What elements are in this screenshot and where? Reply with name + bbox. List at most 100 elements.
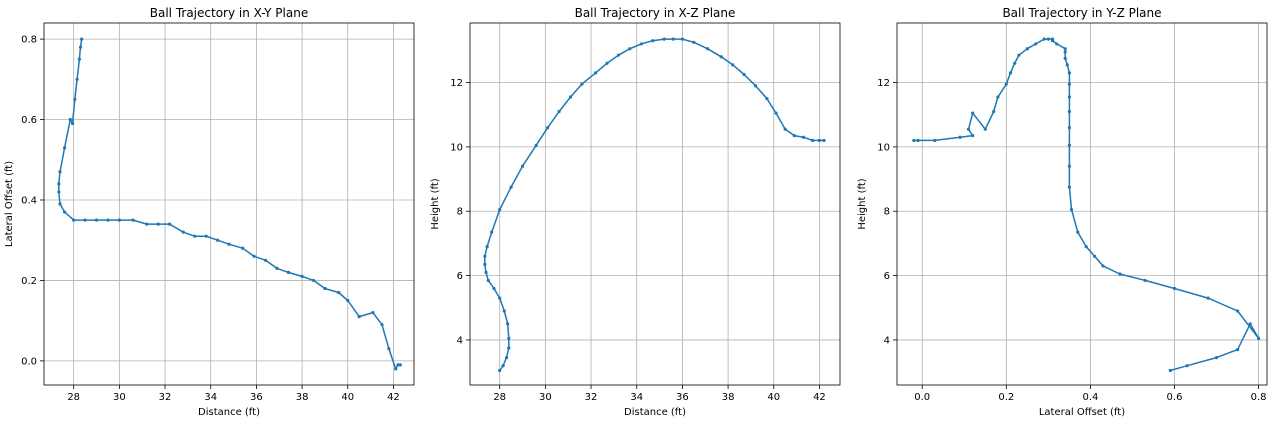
data-point (204, 234, 208, 238)
data-point (168, 222, 172, 226)
axes-frame (896, 22, 1268, 386)
data-point (73, 97, 77, 102)
data-point (227, 242, 231, 246)
data-point (1206, 296, 1210, 300)
data-point (398, 363, 402, 367)
x-tick-label: 32 (585, 392, 598, 403)
x-tick-label: 30 (539, 392, 552, 403)
y-tick-label: 0.6 (21, 115, 37, 126)
data-point (346, 298, 350, 303)
data-point (1055, 42, 1059, 46)
data-point (57, 182, 61, 186)
data-point (492, 286, 496, 291)
data-point (1185, 364, 1189, 368)
data-point (966, 127, 971, 131)
data-point (765, 97, 769, 101)
y-tick-label: 4 (457, 335, 463, 346)
y-tick-label: 4 (884, 335, 890, 346)
data-point (1143, 278, 1147, 283)
data-point (651, 39, 655, 43)
data-point (1256, 336, 1261, 340)
x-tick-label: 42 (813, 392, 826, 403)
data-point (534, 143, 538, 147)
data-point (1008, 71, 1013, 75)
x-tick-label: 36 (676, 392, 689, 403)
data-point (483, 254, 487, 258)
data-point (83, 218, 87, 222)
y-tick-label: 12 (877, 78, 890, 89)
y-axis-label: Lateral Offset (ft) (4, 161, 15, 247)
data-point (1025, 47, 1029, 51)
data-point (1067, 71, 1071, 75)
data-point (241, 246, 245, 250)
data-point (671, 37, 675, 41)
data-point (1235, 309, 1240, 313)
data-point (996, 95, 1000, 99)
data-point (286, 270, 290, 274)
data-point (731, 63, 735, 67)
data-point (801, 135, 806, 139)
data-point (1248, 322, 1252, 326)
y-tick-label: 0.4 (21, 195, 37, 206)
x-tick-label: 42 (387, 392, 400, 403)
data-point (1046, 37, 1050, 41)
y-tick-label: 8 (884, 207, 890, 218)
subplot-1: 28 30 32 34 36 38 40 42 0.0 0.2 0.4 0.6 0.8 Ball Traj… (4, 6, 415, 418)
data-point (1076, 230, 1080, 234)
data-point (822, 138, 826, 143)
data-point (774, 111, 778, 115)
x-tick-label: 40 (341, 392, 354, 403)
data-point (77, 57, 82, 61)
data-point (380, 323, 384, 327)
subplot-3: 0.0 0.2 0.4 0.6 0.8 4 6 8 10 12 Ball Trajectory in… (857, 6, 1268, 418)
data-point (263, 258, 268, 262)
x-axis-label: Lateral Offset (ft) (1039, 407, 1125, 418)
data-point (1067, 143, 1071, 147)
data-point (1069, 208, 1074, 212)
data-point (75, 77, 79, 81)
y-tick-label: 8 (457, 207, 463, 218)
data-point (507, 346, 511, 350)
subplot-2: 28 30 32 34 36 38 40 42 4 6 8 10 12 Ball Trajectory i… (430, 6, 841, 418)
data-point (131, 218, 135, 222)
x-tick-label: 30 (113, 392, 126, 403)
data-point (1168, 368, 1172, 373)
data-point (94, 218, 99, 222)
data-point (300, 274, 304, 278)
data-point (705, 47, 710, 51)
data-point (1034, 42, 1038, 46)
data-point (1101, 264, 1105, 268)
data-point (394, 367, 398, 371)
data-point (181, 230, 185, 234)
data-point (1172, 286, 1177, 291)
data-point (1065, 63, 1069, 67)
data-point (1063, 56, 1067, 60)
data-point (933, 138, 937, 143)
data-point (1067, 164, 1071, 168)
chart-title: Ball Trajectory in Y-Z Plane (1002, 6, 1161, 20)
x-axis-label: Distance (ft) (198, 407, 260, 418)
data-point (387, 347, 391, 351)
data-point (337, 290, 341, 295)
series-line (913, 38, 1260, 372)
data-point (484, 270, 488, 274)
data-point (357, 315, 361, 319)
data-point (1063, 50, 1067, 54)
data-point (68, 117, 72, 122)
data-point (507, 336, 511, 340)
data-point (1067, 125, 1071, 130)
x-tick-label: 38 (296, 392, 309, 403)
data-point (580, 82, 584, 86)
data-point (1067, 109, 1071, 114)
data-point (506, 322, 510, 326)
data-point (1067, 185, 1071, 189)
data-point (628, 47, 632, 51)
data-point (1004, 82, 1008, 86)
data-point (486, 278, 490, 283)
data-point (520, 164, 525, 168)
data-point (504, 356, 509, 360)
data-point (58, 202, 62, 206)
data-point (605, 61, 609, 65)
data-point (1093, 254, 1097, 258)
chart-title: Ball Trajectory in X-Z Plane (575, 6, 736, 20)
